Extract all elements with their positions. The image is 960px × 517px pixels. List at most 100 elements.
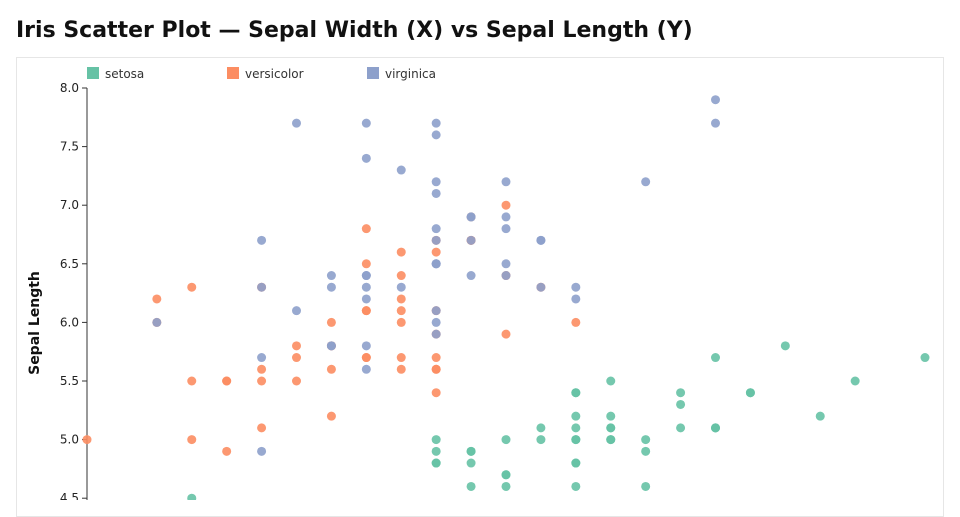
data-point-virginica[interactable] xyxy=(431,188,441,198)
data-point-setosa[interactable] xyxy=(466,458,476,468)
data-point-setosa[interactable] xyxy=(641,435,651,445)
data-point-virginica[interactable] xyxy=(292,306,301,316)
data-point-virginica[interactable] xyxy=(361,341,371,351)
data-point-versicolor[interactable] xyxy=(292,376,301,386)
data-point-versicolor[interactable] xyxy=(361,224,371,234)
data-point-versicolor[interactable] xyxy=(361,353,371,363)
data-point-virginica[interactable] xyxy=(361,118,371,128)
data-point-setosa[interactable] xyxy=(431,446,441,456)
data-point-setosa[interactable] xyxy=(606,435,616,445)
data-point-virginica[interactable] xyxy=(431,317,441,327)
data-point-versicolor[interactable] xyxy=(396,306,406,316)
data-point-virginica[interactable] xyxy=(431,306,441,316)
data-point-setosa[interactable] xyxy=(571,411,581,421)
data-point-versicolor[interactable] xyxy=(501,200,511,210)
data-point-setosa[interactable] xyxy=(711,353,720,363)
data-point-versicolor[interactable] xyxy=(292,353,301,363)
data-point-virginica[interactable] xyxy=(292,118,301,128)
data-point-virginica[interactable] xyxy=(536,282,546,292)
data-point-versicolor[interactable] xyxy=(431,247,441,257)
data-point-versicolor[interactable] xyxy=(326,364,336,374)
data-point-versicolor[interactable] xyxy=(431,364,441,374)
data-point-virginica[interactable] xyxy=(571,282,581,292)
data-point-virginica[interactable] xyxy=(361,153,371,163)
data-point-versicolor[interactable] xyxy=(326,411,336,421)
data-point-virginica[interactable] xyxy=(431,259,441,269)
data-point-virginica[interactable] xyxy=(431,177,441,187)
data-point-setosa[interactable] xyxy=(571,458,581,468)
data-point-setosa[interactable] xyxy=(606,376,616,386)
data-point-virginica[interactable] xyxy=(257,446,267,456)
data-point-setosa[interactable] xyxy=(780,341,790,351)
data-point-virginica[interactable] xyxy=(431,130,441,140)
data-point-setosa[interactable] xyxy=(187,493,197,500)
data-point-setosa[interactable] xyxy=(431,435,441,445)
data-point-virginica[interactable] xyxy=(326,282,336,292)
data-point-setosa[interactable] xyxy=(571,481,581,491)
data-point-virginica[interactable] xyxy=(501,271,511,281)
data-point-setosa[interactable] xyxy=(536,423,546,433)
data-point-versicolor[interactable] xyxy=(396,317,406,327)
data-point-setosa[interactable] xyxy=(536,435,546,445)
data-point-versicolor[interactable] xyxy=(326,317,336,327)
data-point-setosa[interactable] xyxy=(431,458,441,468)
data-point-virginica[interactable] xyxy=(711,118,720,128)
data-point-virginica[interactable] xyxy=(431,224,441,234)
data-point-versicolor[interactable] xyxy=(396,364,406,374)
data-point-versicolor[interactable] xyxy=(361,306,371,316)
data-point-virginica[interactable] xyxy=(501,259,511,269)
data-point-virginica[interactable] xyxy=(466,212,476,222)
data-point-setosa[interactable] xyxy=(501,481,511,491)
data-point-setosa[interactable] xyxy=(501,470,511,480)
data-point-versicolor[interactable] xyxy=(292,341,301,351)
data-point-virginica[interactable] xyxy=(466,235,476,245)
data-point-virginica[interactable] xyxy=(501,177,511,187)
data-point-setosa[interactable] xyxy=(641,481,651,491)
data-point-versicolor[interactable] xyxy=(257,423,267,433)
data-point-versicolor[interactable] xyxy=(257,364,267,374)
data-point-setosa[interactable] xyxy=(641,446,651,456)
data-point-virginica[interactable] xyxy=(536,235,546,245)
data-point-virginica[interactable] xyxy=(431,235,441,245)
data-point-virginica[interactable] xyxy=(361,282,371,292)
data-point-versicolor[interactable] xyxy=(187,282,197,292)
data-point-virginica[interactable] xyxy=(431,329,441,339)
data-point-setosa[interactable] xyxy=(676,388,686,398)
data-point-setosa[interactable] xyxy=(466,481,476,491)
data-point-virginica[interactable] xyxy=(361,294,371,304)
data-point-virginica[interactable] xyxy=(641,177,651,187)
data-point-setosa[interactable] xyxy=(745,388,755,398)
data-point-setosa[interactable] xyxy=(676,423,686,433)
data-point-setosa[interactable] xyxy=(606,423,616,433)
data-point-versicolor[interactable] xyxy=(152,294,162,304)
data-point-virginica[interactable] xyxy=(257,282,267,292)
data-point-virginica[interactable] xyxy=(361,364,371,374)
data-point-versicolor[interactable] xyxy=(571,317,581,327)
data-point-virginica[interactable] xyxy=(711,95,720,105)
data-point-versicolor[interactable] xyxy=(396,353,406,363)
data-point-versicolor[interactable] xyxy=(396,271,406,281)
data-point-versicolor[interactable] xyxy=(501,329,511,339)
data-point-setosa[interactable] xyxy=(815,411,825,421)
data-point-versicolor[interactable] xyxy=(396,294,406,304)
data-point-versicolor[interactable] xyxy=(361,259,371,269)
data-point-setosa[interactable] xyxy=(920,353,930,363)
data-point-setosa[interactable] xyxy=(850,376,860,386)
data-point-virginica[interactable] xyxy=(396,165,406,175)
data-point-virginica[interactable] xyxy=(501,212,511,222)
data-point-virginica[interactable] xyxy=(571,294,581,304)
data-point-virginica[interactable] xyxy=(501,224,511,234)
data-point-virginica[interactable] xyxy=(257,353,267,363)
data-point-setosa[interactable] xyxy=(571,423,581,433)
data-point-versicolor[interactable] xyxy=(187,376,197,386)
data-point-virginica[interactable] xyxy=(326,341,336,351)
data-point-versicolor[interactable] xyxy=(431,353,441,363)
data-point-setosa[interactable] xyxy=(466,446,476,456)
data-point-setosa[interactable] xyxy=(676,399,686,409)
data-point-virginica[interactable] xyxy=(466,271,476,281)
data-point-setosa[interactable] xyxy=(571,435,581,445)
data-point-virginica[interactable] xyxy=(257,235,267,245)
data-point-virginica[interactable] xyxy=(152,317,162,327)
data-point-versicolor[interactable] xyxy=(431,388,441,398)
data-point-versicolor[interactable] xyxy=(222,446,232,456)
